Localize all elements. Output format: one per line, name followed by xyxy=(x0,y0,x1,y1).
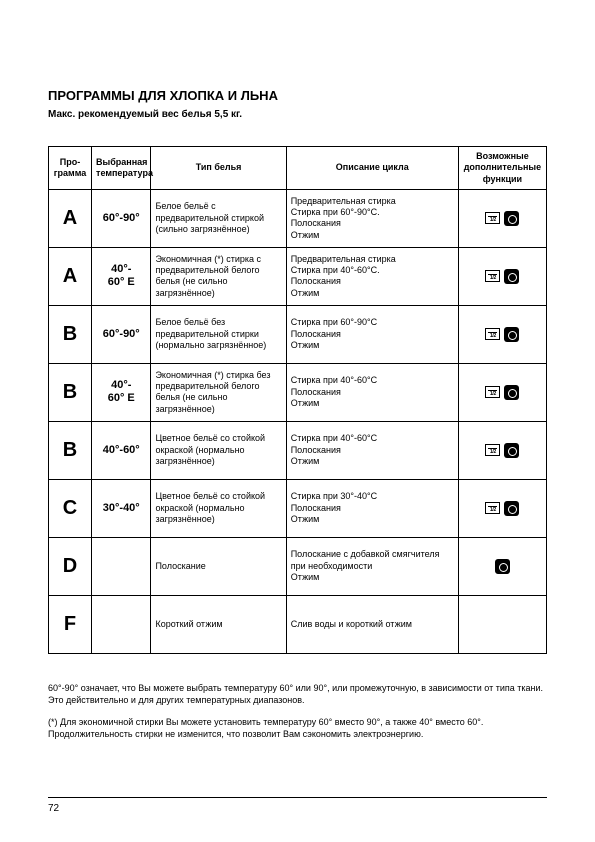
cell-cycle: Слив воды и короткий отжим xyxy=(286,595,458,653)
cell-temp: 40°-60° E xyxy=(92,363,151,421)
cell-functions: 1/2 xyxy=(458,421,546,479)
th-cycle: Описание цикла xyxy=(286,147,458,190)
table-row: B40°-60°Цветное бельё со стойкой окраско… xyxy=(49,421,547,479)
cell-temp: 30°-40° xyxy=(92,479,151,537)
cell-type: Белое бельё без предварительной стирки (… xyxy=(151,305,286,363)
wash-icon: 1/2 xyxy=(485,270,500,282)
cell-program: A xyxy=(49,247,92,305)
page-number: 72 xyxy=(48,803,59,814)
cell-type: Экономичная (*) стирка с предварительной… xyxy=(151,247,286,305)
cell-cycle: Стирка при 40°-60°CПолосканияОтжим xyxy=(286,421,458,479)
section-title: ПРОГРАММЫ ДЛЯ ХЛОПКА И ЛЬНА xyxy=(48,88,547,103)
footnote-2: (*) Для экономичной стирки Вы можете уст… xyxy=(48,716,547,740)
table-header-row: Про-грамма Выбраннаятемпература Тип бель… xyxy=(49,147,547,190)
table-row: F Короткий отжимСлив воды и короткий отжи… xyxy=(49,595,547,653)
spin-icon xyxy=(504,501,519,516)
subtitle: Макс. рекомендуемый вес белья 5,5 кг. xyxy=(48,109,547,120)
cell-functions: 1/2 xyxy=(458,305,546,363)
footnotes: 60°-90° означает, что Вы можете выбрать … xyxy=(48,682,547,741)
program-table: Про-грамма Выбраннаятемпература Тип бель… xyxy=(48,146,547,654)
cell-temp xyxy=(92,595,151,653)
wash-icon: 1/2 xyxy=(485,444,500,456)
spin-icon xyxy=(504,385,519,400)
cell-program: F xyxy=(49,595,92,653)
cell-functions: 1/2 xyxy=(458,189,546,247)
cell-temp: 60°-90° xyxy=(92,305,151,363)
cell-type: Цветное бельё со стойкой окраской (норма… xyxy=(151,479,286,537)
cell-program: B xyxy=(49,363,92,421)
th-program: Про-грамма xyxy=(49,147,92,190)
cell-functions: 1/2 xyxy=(458,479,546,537)
cell-cycle: Предварительная стиркаСтирка при 60°-90°… xyxy=(286,189,458,247)
footer-rule xyxy=(48,797,547,798)
cell-functions xyxy=(458,537,546,595)
cell-cycle: Стирка при 60°-90°CПолосканияОтжим xyxy=(286,305,458,363)
cell-program: B xyxy=(49,421,92,479)
cell-type: Белое бельё с предварительной стиркой (с… xyxy=(151,189,286,247)
table-row: A40°-60° EЭкономичная (*) стирка с предв… xyxy=(49,247,547,305)
wash-icon: 1/2 xyxy=(485,328,500,340)
wash-icon: 1/2 xyxy=(485,386,500,398)
cell-program: B xyxy=(49,305,92,363)
cell-cycle: Предварительная стиркаСтирка при 40°-60°… xyxy=(286,247,458,305)
cell-type: Цветное бельё со стойкой окраской (норма… xyxy=(151,421,286,479)
th-temp: Выбраннаятемпература xyxy=(92,147,151,190)
wash-icon: 1/2 xyxy=(485,212,500,224)
table-row: A60°-90°Белое бельё с предварительной ст… xyxy=(49,189,547,247)
cell-program: C xyxy=(49,479,92,537)
cell-type: Короткий отжим xyxy=(151,595,286,653)
cell-type: Полоскание xyxy=(151,537,286,595)
spin-icon xyxy=(504,327,519,342)
cell-functions: 1/2 xyxy=(458,247,546,305)
table-row: B40°-60° EЭкономичная (*) стирка без пре… xyxy=(49,363,547,421)
cell-program: A xyxy=(49,189,92,247)
table-row: B60°-90°Белое бельё без предварительной … xyxy=(49,305,547,363)
spin-icon xyxy=(504,443,519,458)
cell-program: D xyxy=(49,537,92,595)
wash-icon: 1/2 xyxy=(485,502,500,514)
cell-temp: 40°-60° E xyxy=(92,247,151,305)
spin-icon xyxy=(504,211,519,226)
th-functions: Возможныедополнительныефункции xyxy=(458,147,546,190)
cell-functions xyxy=(458,595,546,653)
spin-icon xyxy=(495,559,510,574)
cell-functions: 1/2 xyxy=(458,363,546,421)
cell-cycle: Полоскание с добавкой смягчителя при нео… xyxy=(286,537,458,595)
spin-icon xyxy=(504,269,519,284)
cell-cycle: Стирка при 40°-60°CПолосканияОтжим xyxy=(286,363,458,421)
table-row: C30°-40°Цветное бельё со стойкой окраско… xyxy=(49,479,547,537)
th-type: Тип белья xyxy=(151,147,286,190)
cell-type: Экономичная (*) стирка без предварительн… xyxy=(151,363,286,421)
table-row: D ПолосканиеПолоскание с добавкой смягчит… xyxy=(49,537,547,595)
cell-temp: 60°-90° xyxy=(92,189,151,247)
cell-temp xyxy=(92,537,151,595)
footnote-1: 60°-90° означает, что Вы можете выбрать … xyxy=(48,682,547,706)
cell-cycle: Стирка при 30°-40°CПолосканияОтжим xyxy=(286,479,458,537)
cell-temp: 40°-60° xyxy=(92,421,151,479)
